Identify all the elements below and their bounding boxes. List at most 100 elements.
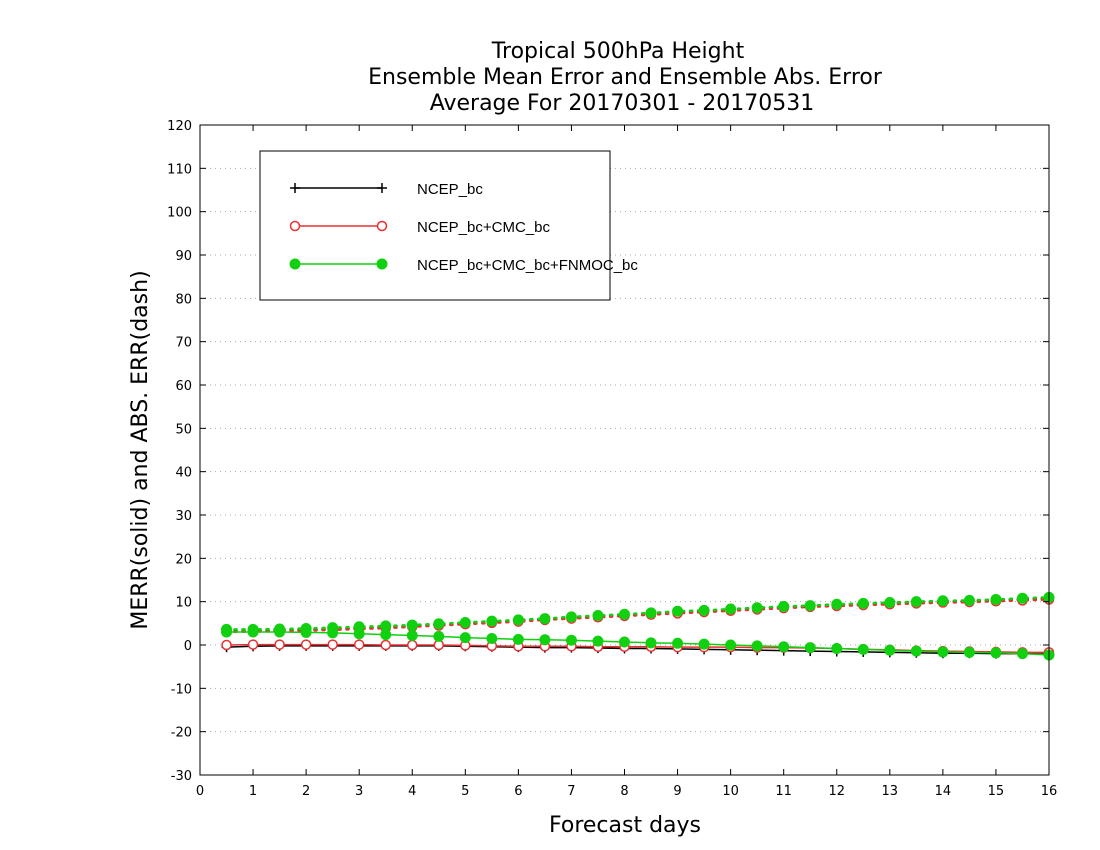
abs-err-point-2 bbox=[963, 594, 975, 606]
merr-point-2 bbox=[645, 637, 657, 649]
merr-point-2 bbox=[539, 634, 551, 646]
merr-point-2 bbox=[327, 627, 339, 639]
merr-point-2 bbox=[990, 647, 1002, 659]
merr-point-2 bbox=[406, 629, 418, 641]
x-tick-label: 3 bbox=[355, 784, 363, 799]
legend-label-0: NCEP_bc bbox=[417, 181, 483, 198]
series-layer bbox=[221, 591, 1055, 661]
abs-err-point-2 bbox=[539, 613, 551, 625]
abs-err-point-2 bbox=[433, 618, 445, 630]
merr-point-2 bbox=[725, 639, 737, 651]
abs-err-point-2 bbox=[1016, 592, 1028, 604]
y-tick-label: 40 bbox=[175, 466, 192, 481]
abs-err-point-2 bbox=[751, 602, 763, 614]
merr-point-1 bbox=[380, 639, 391, 651]
abs-err-line-1 bbox=[225, 598, 1051, 634]
y-tick-label: -10 bbox=[171, 682, 192, 697]
y-axis-label: MERR(solid) and ABS. ERR(dash) bbox=[128, 270, 153, 629]
x-tick-label: 0 bbox=[196, 784, 204, 799]
merr-point-2 bbox=[247, 626, 259, 638]
merr-point-1 bbox=[247, 639, 259, 650]
legend-marker-0 bbox=[377, 183, 387, 193]
x-tick-label: 6 bbox=[514, 784, 522, 799]
x-tick-label: 5 bbox=[461, 784, 469, 799]
x-tick-label: 16 bbox=[1041, 784, 1058, 799]
merr-point-2 bbox=[831, 642, 843, 654]
abs-err-point-2 bbox=[990, 594, 1002, 605]
y-tick-label: 120 bbox=[167, 119, 192, 134]
merr-point-2 bbox=[751, 640, 763, 652]
legend-marker-2 bbox=[289, 258, 301, 270]
abs-err-point-2 bbox=[645, 607, 657, 619]
y-tick-label: 110 bbox=[167, 162, 192, 177]
legend-marker-1 bbox=[376, 220, 388, 232]
x-tick-label: 9 bbox=[673, 784, 681, 799]
merr-point-2 bbox=[778, 641, 790, 653]
merr-point-2 bbox=[512, 633, 524, 645]
abs-err-point-2 bbox=[804, 600, 816, 612]
merr-point-1 bbox=[407, 639, 418, 651]
abs-err-point-2 bbox=[672, 605, 684, 617]
y-tick-label: 10 bbox=[175, 596, 192, 611]
y-tick-label: 70 bbox=[175, 336, 192, 351]
merr-point-2 bbox=[937, 646, 949, 658]
y-tick-label: 60 bbox=[175, 379, 192, 394]
abs-err-point-2 bbox=[512, 614, 524, 626]
title-line-1: Tropical 500hPa Height bbox=[491, 39, 745, 64]
legend-marker-1 bbox=[289, 220, 301, 232]
merr-point-2 bbox=[857, 643, 869, 655]
title-line-3: Average For 20170301 - 20170531 bbox=[430, 91, 815, 116]
merr-point-2 bbox=[433, 630, 445, 642]
merr-point-2 bbox=[698, 638, 710, 650]
merr-point-2 bbox=[619, 636, 630, 648]
y-tick-label: 80 bbox=[175, 292, 192, 307]
legend-label-2: NCEP_bc+CMC_bc+FNMOC_bc bbox=[417, 257, 638, 274]
x-tick-label: 1 bbox=[249, 784, 257, 799]
x-axis-label: Forecast days bbox=[549, 813, 701, 838]
merr-point-2 bbox=[910, 645, 922, 657]
merr-point-2 bbox=[884, 644, 896, 656]
abs-err-point-2 bbox=[937, 595, 949, 607]
abs-err-point-2 bbox=[619, 608, 630, 620]
x-tick-label: 12 bbox=[828, 784, 845, 799]
merr-point-2 bbox=[565, 634, 577, 646]
y-tick-label: 90 bbox=[175, 249, 192, 264]
x-tick-label: 8 bbox=[620, 784, 628, 799]
merr-point-2 bbox=[353, 628, 365, 640]
abs-err-point-2 bbox=[459, 616, 471, 628]
merr-point-2 bbox=[380, 629, 392, 641]
legend-marker-0 bbox=[290, 183, 300, 193]
abs-err-point-2 bbox=[831, 598, 843, 610]
chart-title: Tropical 500hPa Height Ensemble Mean Err… bbox=[368, 39, 883, 116]
merr-point-1 bbox=[353, 639, 365, 650]
legend-label-1: NCEP_bc+CMC_bc bbox=[417, 219, 550, 236]
x-tick-label: 15 bbox=[988, 784, 1005, 799]
merr-point-1 bbox=[221, 639, 232, 651]
merr-point-2 bbox=[1016, 648, 1028, 660]
legend-marker-2 bbox=[376, 258, 388, 270]
merr-line-2 bbox=[226, 631, 1050, 656]
abs-err-point-2 bbox=[725, 603, 737, 615]
abs-err-point-2 bbox=[778, 600, 790, 612]
merr-point-1 bbox=[327, 639, 338, 650]
merr-point-2 bbox=[274, 626, 286, 638]
x-tick-label: 13 bbox=[882, 784, 899, 799]
merr-point-2 bbox=[486, 633, 498, 644]
abs-err-line-0 bbox=[225, 596, 1051, 633]
merr-point-2 bbox=[459, 632, 471, 644]
y-tick-label: 100 bbox=[167, 206, 192, 221]
merr-point-2 bbox=[221, 626, 233, 638]
merr-point-1 bbox=[274, 639, 285, 650]
abs-err-point-2 bbox=[565, 611, 577, 623]
abs-err-point-2 bbox=[857, 597, 869, 609]
x-tick-label: 7 bbox=[567, 784, 575, 799]
y-tick-label: 30 bbox=[175, 509, 192, 524]
merr-point-2 bbox=[592, 635, 604, 647]
x-tick-label: 2 bbox=[302, 784, 310, 799]
abs-err-point-2 bbox=[910, 596, 922, 608]
abs-err-point-2 bbox=[486, 615, 498, 627]
merr-point-2 bbox=[672, 637, 684, 649]
y-tick-label: 50 bbox=[175, 422, 192, 437]
